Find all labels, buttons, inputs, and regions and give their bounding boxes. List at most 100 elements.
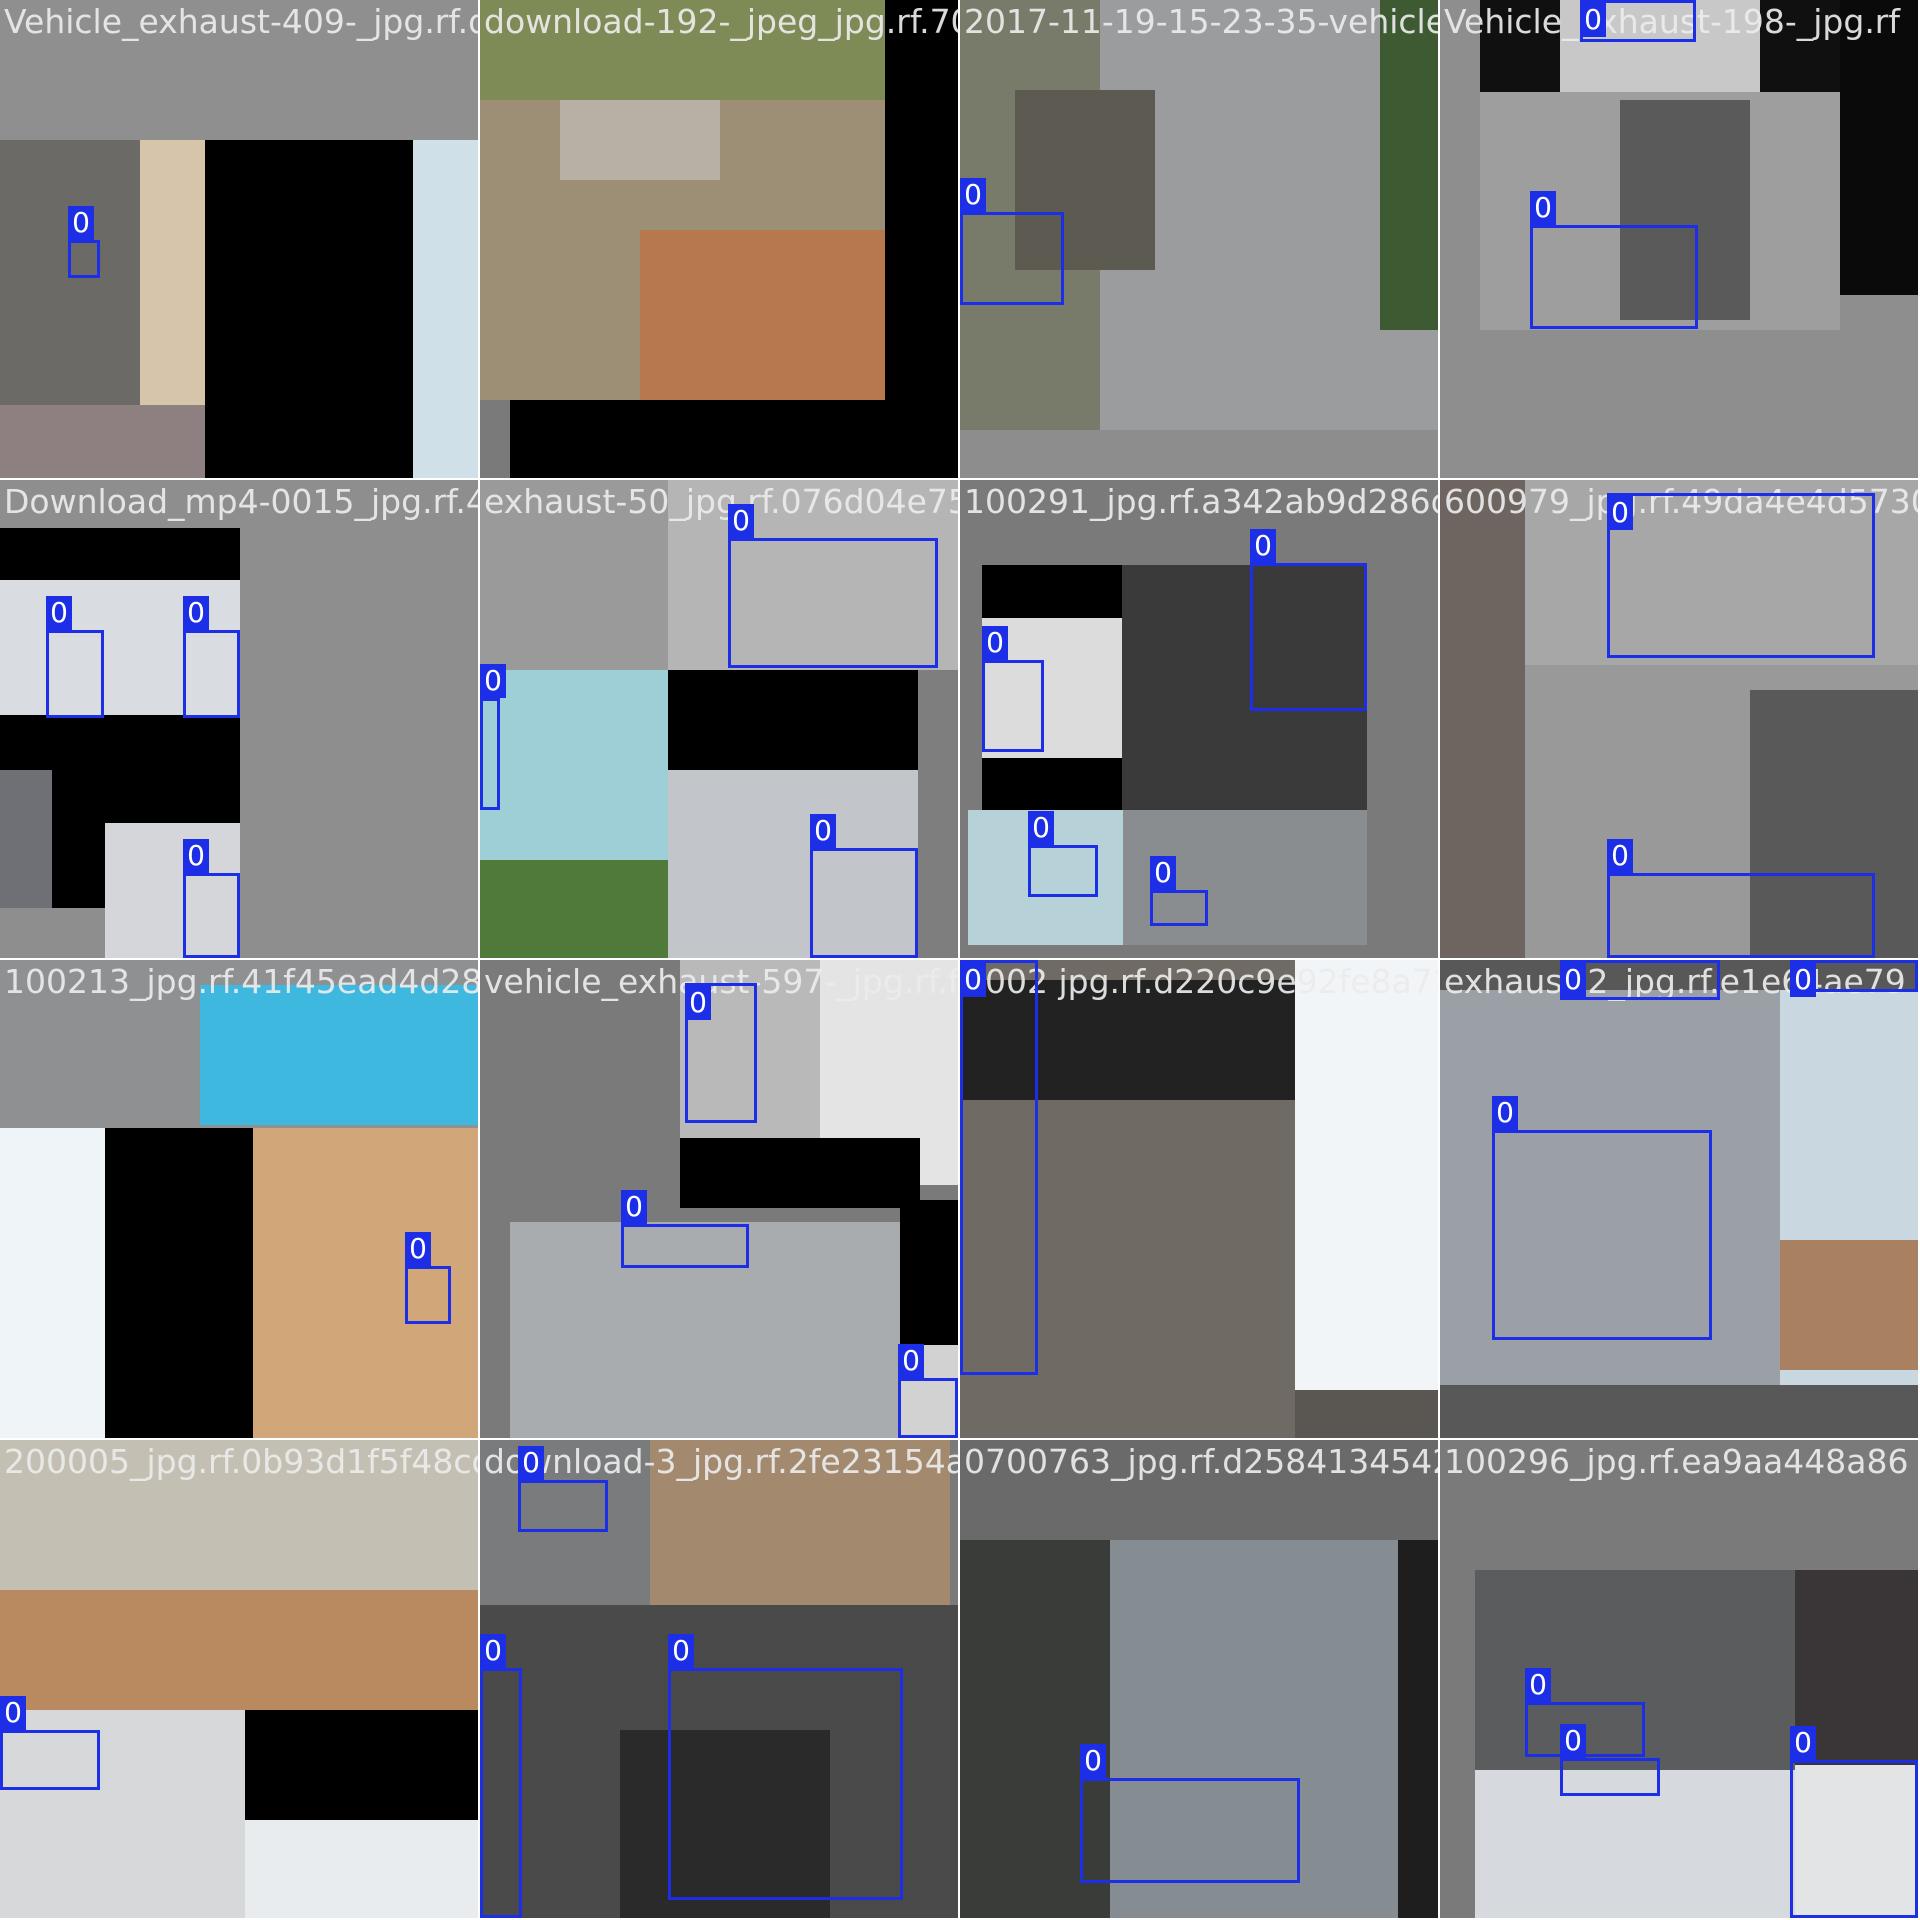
mosaic-tile: 0 0 0 0 100291_jpg.rf.a342ab9d286dea9 xyxy=(960,480,1438,958)
detection-box: 0 xyxy=(1580,0,1696,42)
tile-filename: 100291_jpg.rf.a342ab9d286dea9 xyxy=(964,482,1438,521)
class-label: 0 xyxy=(183,839,209,873)
detection-box: 0 xyxy=(1790,1726,1918,1918)
detection-box: 0 xyxy=(982,626,1044,752)
mosaic-tile: 0 Vehicle_exhaust-409-_jpg.rf.d64ad5ee819… xyxy=(0,0,478,478)
class-label: 0 xyxy=(480,664,506,698)
detection-box: 0 xyxy=(621,1190,749,1268)
class-label: 0 xyxy=(1790,1726,1816,1760)
image-region xyxy=(668,770,918,958)
class-label: 0 xyxy=(982,626,1008,660)
image-region xyxy=(1795,1765,1918,1918)
image-region xyxy=(1380,0,1438,330)
class-label: 0 xyxy=(685,986,711,1020)
tile-filename: 0700763_jpg.rf.d258413454210 xyxy=(964,1442,1438,1481)
class-label: 0 xyxy=(1525,1668,1551,1702)
class-label: 0 xyxy=(1250,529,1276,563)
image-region xyxy=(1750,690,1918,958)
class-label: 0 xyxy=(0,1696,26,1730)
class-label: 0 xyxy=(810,814,836,848)
image-region xyxy=(480,1440,650,1605)
detection-box: 0 xyxy=(1028,811,1098,897)
class-label: 0 xyxy=(480,1634,506,1668)
class-label: 0 xyxy=(46,596,72,630)
mosaic-tile: 0 0 0 Download_mp4-0015_jpg.rf.497fdc4f50c xyxy=(0,480,478,958)
detection-box: 0 xyxy=(183,839,240,958)
image-region xyxy=(0,1128,105,1438)
tile-filename: 2017-11-19-15-23-35-vehicle20efc102fafe xyxy=(964,2,1438,41)
class-label: 0 xyxy=(1790,963,1816,997)
class-label: 0 xyxy=(1492,1096,1518,1130)
detection-box: 0 xyxy=(898,1344,958,1438)
tile-filename: 1002 jpg.rf.d220c9e92fe8a71c42bdb2bfe xyxy=(964,962,1438,1001)
class-label: 0 xyxy=(960,963,986,997)
class-label: 0 xyxy=(898,1344,924,1378)
class-label: 0 xyxy=(1560,963,1586,997)
class-label: 0 xyxy=(1150,856,1176,890)
class-label: 0 xyxy=(1580,3,1606,37)
image-region xyxy=(245,1710,478,1820)
detection-box: 0 xyxy=(1530,191,1698,329)
tile-filename: Download_mp4-0015_jpg.rf.497fdc4f50c xyxy=(4,482,478,521)
class-label: 0 xyxy=(1607,496,1633,530)
detection-box: 0 xyxy=(405,1232,451,1324)
tile-filename: vehicle_exhaust-597-_jpg.rf.f5d26acd5871 xyxy=(484,962,958,1001)
class-label: 0 xyxy=(668,1634,694,1668)
tile-filename: 100296_jpg.rf.ea9aa448a86 xyxy=(1444,1442,1909,1481)
class-label: 0 xyxy=(1607,839,1633,873)
image-region xyxy=(0,1590,478,1710)
image-region xyxy=(413,140,478,478)
tile-filename: exhaust-50_jpg.rf.076d04e75556d291b3805a… xyxy=(484,482,958,521)
image-region xyxy=(1295,960,1438,1390)
mosaic-tile: 0 0 0 exhaust-2_jpg.rf.e1e64ae79 xyxy=(1440,960,1918,1438)
image-region xyxy=(205,140,413,478)
image-region xyxy=(510,1222,900,1438)
detection-box: 0 xyxy=(685,983,757,1123)
mosaic-tile: 0 0 Vehicle_exhaust-198-_jpg.rf xyxy=(1440,0,1918,478)
image-region xyxy=(0,1710,245,1918)
detection-box: 0 xyxy=(810,814,918,958)
detection-box: 0 xyxy=(1080,1744,1300,1883)
image-region xyxy=(480,480,668,670)
class-label: 0 xyxy=(728,504,754,538)
detection-box: 0 xyxy=(960,178,1064,305)
detection-box: 0 xyxy=(1607,493,1875,658)
detection-box: 0 xyxy=(480,1634,522,1918)
detection-box: 0 xyxy=(960,960,1038,1375)
mosaic-tile: 0 2017-11-19-15-23-35-vehicle20efc102fafe xyxy=(960,0,1438,478)
mosaic-tile: 000exhaust-50_jpg.rf.076d04e75556d291b38… xyxy=(480,480,958,958)
image-region xyxy=(1620,100,1750,320)
class-label: 0 xyxy=(68,206,94,240)
image-region xyxy=(960,980,1295,1100)
mosaic-tile: 000vehicle_exhaust-597-_jpg.rf.f5d26acd5… xyxy=(480,960,958,1438)
detection-box: 0 xyxy=(480,664,506,810)
mosaic-tile: 0 0700763_jpg.rf.d258413454210 xyxy=(960,1440,1438,1918)
image-region xyxy=(620,1730,830,1918)
image-region xyxy=(900,1200,958,1345)
image-region xyxy=(245,1820,478,1918)
image-region xyxy=(200,985,478,1125)
image-region xyxy=(1840,0,1918,295)
mosaic-tile: 0 0 600979_jpg.rf.49da4e4d57300 xyxy=(1440,480,1918,958)
tile-filename: 600979_jpg.rf.49da4e4d57300 xyxy=(1444,482,1918,521)
image-region xyxy=(640,230,885,400)
class-label: 0 xyxy=(405,1232,431,1266)
detection-box: 0 xyxy=(668,1634,903,1900)
detection-box: 0 xyxy=(1150,856,1208,926)
image-region xyxy=(480,400,510,478)
image-region xyxy=(0,908,105,958)
mosaic-tile: download-192-_jpeg_jpg.rf.70881ebf2a5b xyxy=(480,0,958,478)
detection-box: 0 xyxy=(0,1696,100,1790)
class-label: 0 xyxy=(1560,1724,1586,1758)
detection-box: 0 xyxy=(1560,1724,1660,1796)
image-region xyxy=(650,1440,950,1605)
tile-filename: exhaust-2_jpg.rf.e1e64ae79 xyxy=(1444,962,1906,1001)
image-region xyxy=(1440,990,1780,1385)
detection-box: 0 xyxy=(68,206,100,278)
class-label: 0 xyxy=(518,1446,544,1480)
detection-box: 0 xyxy=(1492,1096,1712,1340)
image-region xyxy=(1398,1540,1438,1918)
image-region xyxy=(1780,1240,1918,1370)
class-label: 0 xyxy=(1530,191,1556,225)
